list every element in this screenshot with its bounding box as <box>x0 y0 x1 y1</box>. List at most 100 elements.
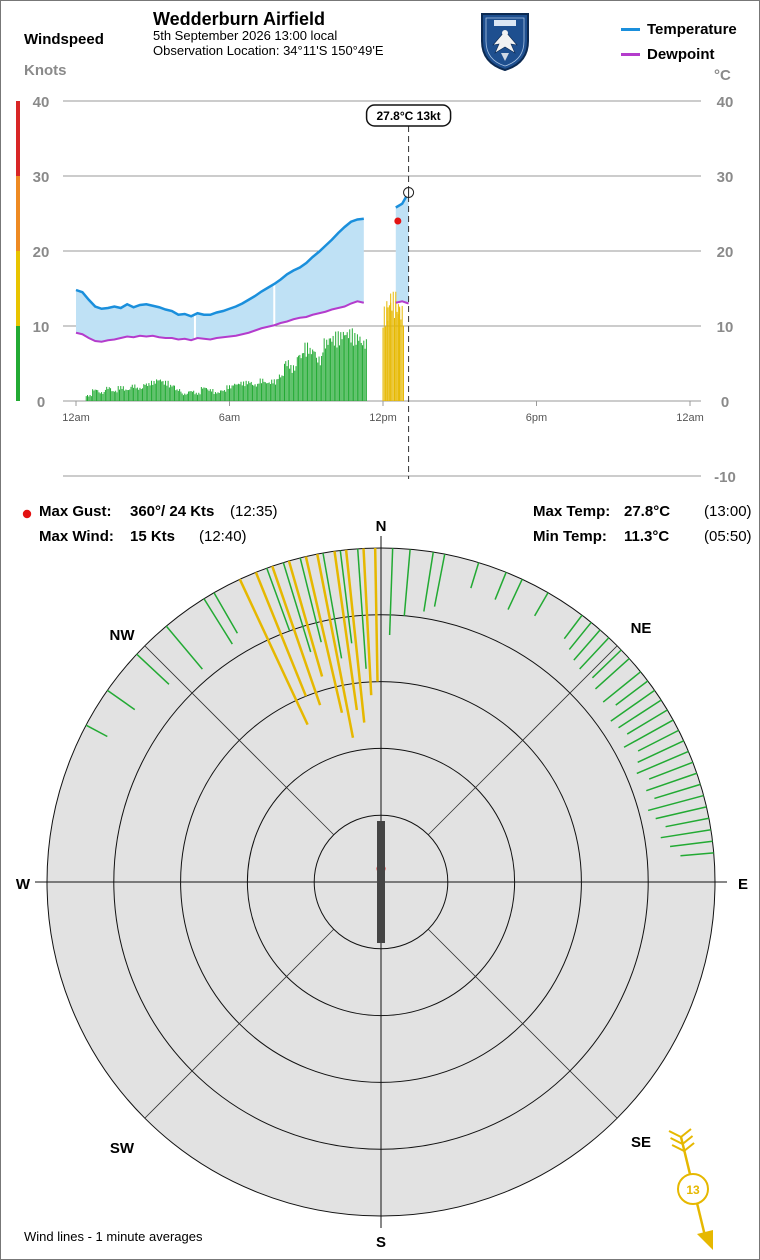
wind-line <box>637 740 685 763</box>
wind-line <box>568 621 592 650</box>
footer-note: Wind lines - 1 minute averages <box>24 1229 203 1244</box>
compass-label-e: E <box>738 876 748 893</box>
wind-line <box>403 549 411 616</box>
temp-dew-band <box>76 218 364 342</box>
wind-line <box>618 699 662 729</box>
cursor-label-box <box>365 104 452 127</box>
knots-label: Knots <box>24 62 67 79</box>
wind-line <box>344 549 366 723</box>
arrow-feather <box>671 1144 685 1152</box>
compass-spoke-diagonal <box>144 929 334 1119</box>
wind-line <box>591 649 622 679</box>
arrow-feather <box>680 1128 692 1138</box>
max-temp-value: 27.8°C <box>624 503 671 520</box>
arrow-head <box>697 1230 713 1250</box>
wind-line <box>579 637 610 670</box>
wind-line <box>470 562 480 589</box>
wind-line <box>165 625 203 670</box>
max-temp-time: (13:00) <box>704 503 752 520</box>
wind-line <box>238 578 309 726</box>
max-wind-key: Max Wind: <box>39 528 114 545</box>
wind-line <box>654 783 701 800</box>
dewpoint-line <box>395 300 409 305</box>
max-temp-key: Max Temp: <box>533 503 611 520</box>
min-temp-time: (05:50) <box>704 528 752 545</box>
x-tick-label: 12pm <box>369 412 397 424</box>
windspeed-scale-bar <box>16 101 20 401</box>
y-right-tick-label: 10 <box>717 319 734 336</box>
y-left-tick-label: 30 <box>33 169 50 186</box>
temperature-line <box>75 217 364 318</box>
scale-segment <box>16 251 20 326</box>
compass-spoke-diagonal <box>428 929 618 1119</box>
wind-line <box>322 552 343 659</box>
y-right-tick-label: 40 <box>717 94 734 111</box>
min-temp-key: Min Temp: <box>533 528 607 545</box>
wind-line <box>646 772 698 792</box>
dewpoint-line <box>75 300 365 343</box>
wind-line <box>647 794 704 812</box>
y-left-tick-label: 10 <box>33 319 50 336</box>
compass-label-n: N <box>376 518 387 535</box>
wind-line <box>669 840 713 848</box>
max-gust-value: 360°/ 24 Kts <box>130 503 215 520</box>
chart-gridlines <box>63 100 701 477</box>
scale-segment <box>16 176 20 251</box>
compass-label-nw: NW <box>110 627 136 644</box>
temperature-wind-chart: 0 10 20 30 40 -10 0 10 20 30 40 12am 6am 12pm 6pm 12am 2… <box>16 94 736 486</box>
x-tick-label: 6am <box>219 412 240 424</box>
wind-line <box>388 548 394 636</box>
wind-line <box>610 689 656 722</box>
wind-line <box>85 724 108 738</box>
wind-line <box>136 653 170 685</box>
wind-line <box>594 657 630 690</box>
wind-line <box>636 750 689 775</box>
wind-line <box>655 806 707 820</box>
wind-line <box>254 571 308 697</box>
wind-line <box>665 817 710 828</box>
wind-line <box>203 598 233 645</box>
celsius-unit-label: °C <box>714 67 731 84</box>
temperature-legend-label: Temperature <box>647 21 737 38</box>
wind-line <box>648 761 694 780</box>
compass-label-s: S <box>376 1234 386 1251</box>
arrow-feather <box>681 1135 694 1145</box>
wind-line <box>423 551 434 612</box>
center-wind-bar <box>377 821 385 943</box>
wind-line <box>316 553 355 738</box>
gust-marker-icon <box>22 509 32 519</box>
max-gust-time: (12:35) <box>230 503 278 520</box>
compass-label-w: W <box>16 876 31 893</box>
wind-line <box>507 578 523 610</box>
wind-stats: Max Gust: 360°/ 24 Kts (12:35) Max Wind:… <box>21 502 321 550</box>
compass-label-sw: SW <box>110 1140 135 1157</box>
wind-rose: N NE E SE S SW W NW 13 <box>16 518 748 1251</box>
dewpoint-legend-label: Dewpoint <box>647 46 715 63</box>
wind-line <box>615 680 649 706</box>
wind-line <box>362 548 373 696</box>
y-left-tick-label: 40 <box>33 94 50 111</box>
eagle-shield-icon <box>481 13 529 72</box>
max-wind-value: 15 Kts <box>130 528 176 545</box>
observation-location: Observation Location: 34°11'S 150°49'E <box>153 43 384 58</box>
temp-dew-band <box>395 192 409 304</box>
wind-line <box>573 629 601 661</box>
wind-line <box>282 562 312 653</box>
y-right-tick-label: 20 <box>717 244 734 261</box>
y-left-tick-label: 20 <box>33 244 50 261</box>
station-title: Wedderburn Airfield <box>153 9 326 29</box>
wind-line <box>299 557 322 643</box>
wind-line <box>494 572 507 600</box>
max-wind-time: (12:40) <box>199 528 247 545</box>
compass-spoke-diagonal <box>144 645 334 835</box>
wind-bars <box>85 291 404 401</box>
max-gust-marker <box>394 217 402 225</box>
arrow-feather <box>683 1142 695 1152</box>
y-left-tick-label: 0 <box>37 394 45 411</box>
y-right-tick-label: -10 <box>714 469 736 486</box>
current-wind-arrow-icon: 13 <box>668 1128 713 1250</box>
wind-line <box>433 553 446 607</box>
arrow-feather <box>668 1130 682 1138</box>
scale-segment <box>16 101 20 176</box>
